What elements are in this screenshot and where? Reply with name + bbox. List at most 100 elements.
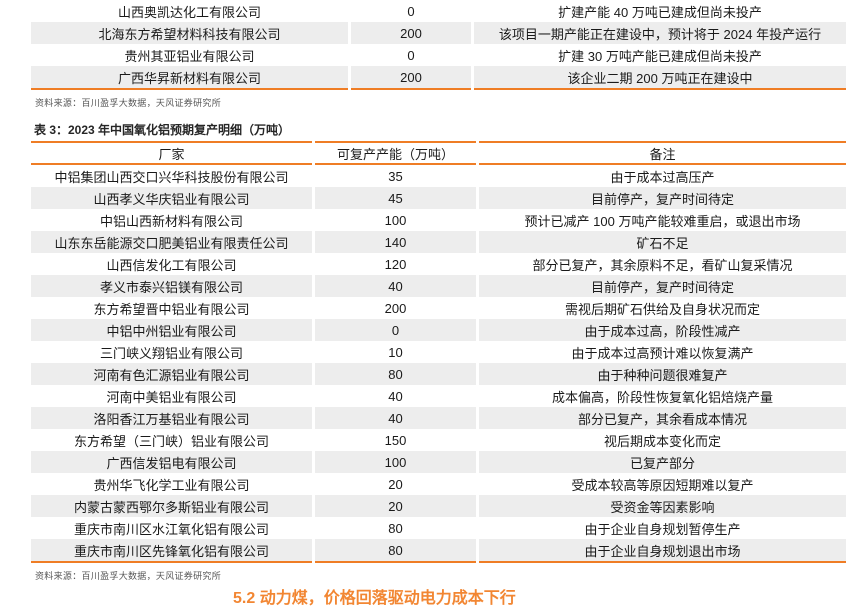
table-row: 北海东方希望材料科技有限公司 200 该项目一期产能正在建设中，预计将于 2024 … [31,22,846,44]
capacity-cell: 200 [351,66,471,90]
capacity-cell: 100 [315,451,476,473]
table-row: 广西信发铝电有限公司 100 已复产部分 [31,451,846,473]
company-cell: 广西信发铝电有限公司 [31,451,312,473]
header-capacity: 可复产产能（万吨） [315,141,476,165]
note-cell: 由于企业自身规划退出市场 [479,539,846,563]
table-row: 东方希望晋中铝业有限公司 200 需视后期矿石供给及自身状况而定 [31,297,846,319]
capacity-cell: 80 [315,539,476,563]
company-cell: 重庆市南川区先锋氧化铝有限公司 [31,539,312,563]
header-company: 厂家 [31,141,312,165]
company-cell: 广西华昇新材料有限公司 [31,66,348,90]
company-cell: 山西孝义华庆铝业有限公司 [31,187,312,209]
table-row: 河南有色汇源铝业有限公司 80 由于种种问题很难复产 [31,363,846,385]
note-cell: 由于成本过高，阶段性减产 [479,319,846,341]
capacity-cell: 40 [315,407,476,429]
company-cell: 内蒙古蒙西鄂尔多斯铝业有限公司 [31,495,312,517]
note-cell: 部分已复产，其余原料不足，看矿山复采情况 [532,257,793,273]
note-cell: 由于企业自身规划暂停生产 [584,521,741,537]
company-cell: 洛阳香江万基铝业有限公司 [31,407,312,429]
capacity-cell: 20 [315,495,476,517]
expansion-table-body: 山西奥凯达化工有限公司 0 扩建产能 40 万吨已建成但尚未投产北海东方希望材料科技… [31,0,846,90]
source-note-main: 资料来源：百川盈孚大数据，天风证券研究所 [35,571,222,581]
table-row: 中铝山西新材料有限公司 100 预计已减产 100 万吨产能较难重启，或退出市场 [31,209,846,231]
capacity-cell: 40 [315,275,476,297]
note-cell: 由于种种问题很难复产 [479,363,846,385]
company-cell: 山西信发化工有限公司 [106,257,237,273]
table-row: 洛阳香江万基铝业有限公司 40 部分已复产，其余看成本情况 [31,407,846,429]
table-row: 山西信发化工有限公司 120 部分已复产，其余原料不足，看矿山复采情况 [31,253,846,275]
note-cell: 成本偏高，阶段性恢复氧化铝焙烧产量 [551,389,773,405]
header-note: 备注 [479,141,846,165]
capacity-cell: 45 [315,187,476,209]
note-cell: 矿石不足 [479,231,846,253]
note-cell: 视后期成本变化而定 [603,433,721,449]
note-cell: 该项目一期产能正在建设中，预计将于 2024 年投产运行 [474,22,846,44]
company-cell: 中铝集团山西交口兴华科技股份有限公司 [54,169,289,185]
note-cell: 受成本较高等原因短期难以复产 [571,477,754,493]
table-row: 河南中美铝业有限公司 40 成本偏高，阶段性恢复氧化铝焙烧产量 [31,385,846,407]
company-cell: 三门峡义翔铝业有限公司 [99,345,243,361]
capacity-cell: 200 [351,22,471,44]
table-row: 贵州其亚铝业有限公司 0 扩建 30 万吨产能已建成但尚未投产 [31,44,846,66]
expansion-capacity-table: 山西奥凯达化工有限公司 0 扩建产能 40 万吨已建成但尚未投产北海东方希望材料科技… [28,0,849,90]
note-cell: 需视后期矿石供给及自身状况而定 [564,301,760,317]
section-heading: 5.2 动力煤，价格回落驱动电力成本下行 [233,590,516,607]
table-row: 重庆市南川区先锋氧化铝有限公司 80 由于企业自身规划退出市场 [31,539,846,563]
table-row: 山西奥凯达化工有限公司 0 扩建产能 40 万吨已建成但尚未投产 [31,0,846,22]
note-cell: 该企业二期 200 万吨正在建设中 [474,66,846,90]
table-row: 山西孝义华庆铝业有限公司 45 目前停产，复产时间待定 [31,187,846,209]
capacity-cell: 200 [384,300,407,316]
table-row: 内蒙古蒙西鄂尔多斯铝业有限公司 20 受资金等因素影响 [31,495,846,517]
table-row: 三门峡义翔铝业有限公司 10 由于成本过高预计难以恢复满产 [31,341,846,363]
capacity-cell: 35 [388,168,403,184]
source-note-top: 资料来源：百川盈孚大数据，天风证券研究所 [35,98,222,108]
note-cell: 扩建产能 40 万吨已建成但尚未投产 [558,4,762,20]
company-cell: 山东东岳能源交口肥美铝业有限责任公司 [31,231,312,253]
company-cell: 北海东方希望材料科技有限公司 [31,22,348,44]
capacity-cell: 0 [407,3,415,19]
capacity-cell: 0 [315,319,476,341]
resumption-table-header: 厂家 可复产产能（万吨） 备注 [31,141,846,165]
company-cell: 贵州其亚铝业有限公司 [124,48,255,64]
note-cell: 已复产部分 [479,451,846,473]
capacity-cell: 140 [315,231,476,253]
table3-title: 表 3：2023 年中国氧化铝预期复产明细（万吨） [34,123,291,137]
capacity-cell: 80 [315,363,476,385]
company-cell: 河南有色汇源铝业有限公司 [31,363,312,385]
note-cell: 目前停产，复产时间待定 [479,187,846,209]
capacity-cell: 40 [388,388,403,404]
table-row: 中铝中州铝业有限公司 0 由于成本过高，阶段性减产 [31,319,846,341]
note-cell: 由于成本过高预计难以恢复满产 [571,345,754,361]
capacity-cell: 0 [407,47,415,63]
note-cell: 部分已复产，其余看成本情况 [479,407,846,429]
table-row: 东方希望（三门峡）铝业有限公司 150 视后期成本变化而定 [31,429,846,451]
note-cell: 预计已减产 100 万吨产能较难重启，或退出市场 [524,213,801,229]
table-row: 孝义市泰兴铝镁有限公司 40 目前停产，复产时间待定 [31,275,846,297]
capacity-cell: 150 [384,432,407,448]
company-cell: 中铝中州铝业有限公司 [31,319,312,341]
company-cell: 河南中美铝业有限公司 [106,389,237,405]
capacity-cell: 20 [388,476,403,492]
note-cell: 受资金等因素影响 [479,495,846,517]
note-cell: 目前停产，复产时间待定 [479,275,846,297]
table-row: 广西华昇新材料有限公司 200 该企业二期 200 万吨正在建设中 [31,66,846,90]
resumption-capacity-table: 厂家 可复产产能（万吨） 备注 中铝集团山西交口兴华科技股份有限公司 35 由于成本… [28,141,849,563]
note-cell: 扩建 30 万吨产能已建成但尚未投产 [558,48,762,64]
capacity-cell: 100 [384,212,407,228]
company-cell: 孝义市泰兴铝镁有限公司 [31,275,312,297]
company-cell: 山西奥凯达化工有限公司 [117,4,261,20]
note-cell: 由于成本过高压产 [610,169,715,185]
resumption-table-body: 中铝集团山西交口兴华科技股份有限公司 35 由于成本过高压产山西孝义华庆铝业有限公司… [31,165,846,563]
capacity-cell: 80 [388,520,403,536]
company-cell: 贵州华飞化学工业有限公司 [93,477,250,493]
header-row: 厂家 可复产产能（万吨） 备注 [31,141,846,165]
company-cell: 重庆市南川区水江氧化铝有限公司 [73,521,269,537]
company-cell: 东方希望晋中铝业有限公司 [93,301,250,317]
company-cell: 中铝山西新材料有限公司 [99,213,243,229]
table-row: 贵州华飞化学工业有限公司 20 受成本较高等原因短期难以复产 [31,473,846,495]
table-row: 重庆市南川区水江氧化铝有限公司 80 由于企业自身规划暂停生产 [31,517,846,539]
company-cell: 东方希望（三门峡）铝业有限公司 [73,433,269,449]
capacity-cell: 10 [388,344,403,360]
table-row: 山东东岳能源交口肥美铝业有限责任公司 140 矿石不足 [31,231,846,253]
